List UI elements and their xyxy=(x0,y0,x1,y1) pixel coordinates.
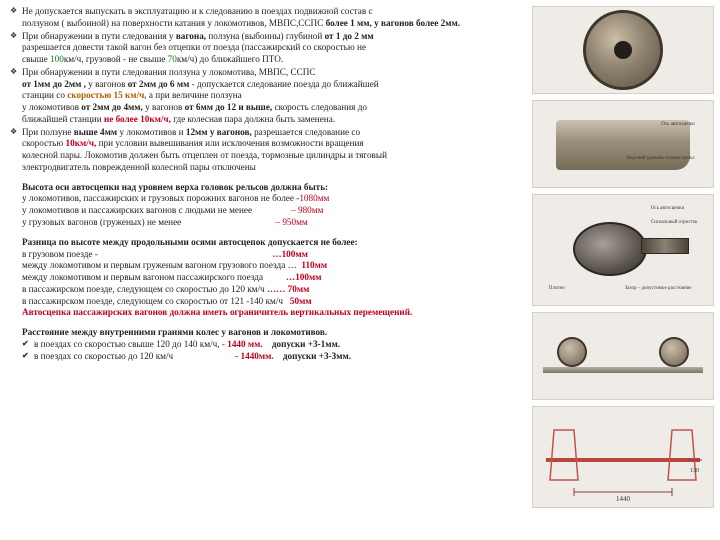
d-r2b: 110мм xyxy=(301,260,327,270)
dist-row-2: в поездах со скоростью до 120 км/ч - 144… xyxy=(22,351,528,363)
coupler-heading: Высота оси автосцепки над уровнем верха … xyxy=(22,182,328,192)
dist-r2c: допуски +3-3мм. xyxy=(283,351,351,361)
diff-section: Разница по высоте между продольными осям… xyxy=(10,237,528,319)
p2-l1b: вагона, xyxy=(176,31,206,41)
d-r1a: в грузовом поезде - xyxy=(22,249,98,259)
d-r4a: в пассажирском поезде, следующем со скор… xyxy=(22,284,265,294)
p2-l3b: 100 xyxy=(50,54,64,64)
bullet-2: При обнаружении в пути следования у ваго… xyxy=(10,31,528,66)
figure-coupler-diagram: Ось автосцепки Сигнальный отросток Плотн… xyxy=(532,194,714,306)
p4-l1a: При ползуне xyxy=(22,127,74,137)
p1-l2a: ползуном ( выбоиной) на поверхности ката… xyxy=(22,18,326,28)
p4-l1b: выше 4мм xyxy=(74,127,117,137)
d-r5b: 50мм xyxy=(290,296,312,306)
p1-l1: Не допускается выпускать в эксплуатацию … xyxy=(22,6,373,16)
dist-row-1: в поездах со скоростью свыше 120 до 140 … xyxy=(22,339,528,351)
fig3-cap-plot: Плотно xyxy=(549,286,565,291)
p1-l2b: более 1 мм, у вагонов более 2мм. xyxy=(326,18,460,28)
h-r2b: – 980мм xyxy=(291,205,323,215)
h-r3a: у грузовых вагонов (груженых) не менее xyxy=(22,217,181,227)
fig2-label-axis: Ось автосцепки xyxy=(661,122,694,128)
diff-heading: Разница по высоте между продольными осям… xyxy=(22,237,358,247)
d-r3a: между локомотивом и первым вагоном пасса… xyxy=(22,272,263,282)
p3-l4b: от 2мм до 4мм, xyxy=(81,102,143,112)
dist-r1b: 1440 мм. xyxy=(225,339,263,349)
bullet-4: При ползуне выше 4мм у локомотивов и 12м… xyxy=(10,127,528,174)
axle-svg-icon: 1440 130 xyxy=(538,410,708,504)
p2-l1: При обнаружении в пути следования у xyxy=(22,31,176,41)
p4-l2c: при условии вывешивания или исключения в… xyxy=(96,138,363,148)
p3-l5c: где колесная пара должна быть заменена. xyxy=(171,114,335,124)
h-r1a: у локомотивов, пассажирских и грузовых п… xyxy=(22,193,299,203)
p2-l3c: км/ч, грузовой - не свыше xyxy=(64,54,168,64)
p2-l3a: свыше xyxy=(22,54,50,64)
fig3-cap-sig: Сигнальный отросток xyxy=(651,220,698,225)
bullet-1: Не допускается выпускать в эксплуатацию … xyxy=(10,6,528,30)
figure-wheel-profile: Ось автосцепки Верхний уровень головки р… xyxy=(532,100,714,188)
fig3-cap-os: Ось автосцепки xyxy=(651,206,684,211)
d-r5a: в пассажирском поезде, следующем со скор… xyxy=(22,296,283,306)
p3-l2b: у вагонов xyxy=(86,79,128,89)
p3-l4d: от 6мм до 12 и выше, xyxy=(185,102,273,112)
p4-l1c: у локомотивов и xyxy=(117,127,186,137)
h-r1b: 1080мм xyxy=(299,193,329,203)
p3-l2c: от 2мм до 6 мм xyxy=(128,79,190,89)
axle-dim-1440: 1440 xyxy=(616,495,631,503)
dist-r1c: допуски +3-1мм. xyxy=(272,339,340,349)
p3-l3a: станции со xyxy=(22,90,67,100)
p3-l4e: скорость следования до xyxy=(272,102,367,112)
p3-l4a: у локомотивов xyxy=(22,102,81,112)
p3-l5a: ближайшей станции xyxy=(22,114,104,124)
p4-l3: колесной пары. Локомотив должен быть отц… xyxy=(22,150,387,160)
wheel-icon xyxy=(583,10,663,90)
p2-l2: разрешается довести такой вагон без отце… xyxy=(22,42,366,52)
figure-wheelset-photo xyxy=(532,312,714,400)
axle-dim-130: 130 xyxy=(690,468,699,474)
figure-axle-diagram: 1440 130 xyxy=(532,406,714,508)
red-line: Автосцепка пассажирских вагонов должна и… xyxy=(22,307,412,317)
bullet-3: При обнаружении в пути следования ползун… xyxy=(10,67,528,126)
dist-r2a: в поездах со скоростью до 120 км/ч xyxy=(34,351,173,361)
fig2-label-rail: Верхний уровень головки рельс xyxy=(627,156,695,162)
p2-l3d: 70 xyxy=(168,54,177,64)
p4-l1e: разрешается следование со xyxy=(252,127,360,137)
p2-l1c: ползуна (выбоины) глубиной xyxy=(206,31,324,41)
fig3-cap-zazor: Зазор – допустимое расстояние xyxy=(625,286,692,291)
p2-l1d: от 1 до 2 мм xyxy=(325,31,374,41)
p4-l4: электродвигатель поврежденной колесной п… xyxy=(22,162,256,172)
p3-l2a: от 1мм до 2мм , xyxy=(22,79,86,89)
dist-heading: Расстояние между внутренними гранями кол… xyxy=(22,327,327,337)
dist-r2b: - 1440мм. xyxy=(235,351,274,361)
figure-wheel-photo xyxy=(532,6,714,94)
p2-l3e: км/ч) до ближайшего ПТО. xyxy=(177,54,283,64)
p3-l2d: - допускается следование поезда до ближа… xyxy=(189,79,378,89)
h-r2a: у локомотивов и пассажирских вагонов с л… xyxy=(22,205,252,215)
coupler-height-section: Высота оси автосцепки над уровнем верха … xyxy=(10,182,528,229)
dist-r1a: в поездах со скоростью свыше 120 до 140 … xyxy=(34,339,225,349)
dist-section: Расстояние между внутренними гранями кол… xyxy=(10,327,528,362)
h-r3b: – 950мм xyxy=(275,217,307,227)
p3-l5b: не более 10км/ч, xyxy=(104,114,171,124)
p4-l2a: скоростью xyxy=(22,138,66,148)
p4-l1d: 12мм у вагонов, xyxy=(186,127,252,137)
d-r2a: между локомотивом и первым груженым ваго… xyxy=(22,260,297,270)
p3-l3b: скоростью 15 км/ч, xyxy=(67,90,146,100)
p3-l4c: у вагонов xyxy=(143,102,185,112)
p3-l3c: а при величине ползуна xyxy=(147,90,242,100)
p3-l1: При обнаружении в пути следования ползун… xyxy=(22,67,315,77)
d-r1b: …100мм xyxy=(272,249,308,259)
d-r3b: …100мм xyxy=(286,272,322,282)
d-r4b: …… 70мм xyxy=(267,284,309,294)
p4-l2b: 10км/ч, xyxy=(66,138,97,148)
